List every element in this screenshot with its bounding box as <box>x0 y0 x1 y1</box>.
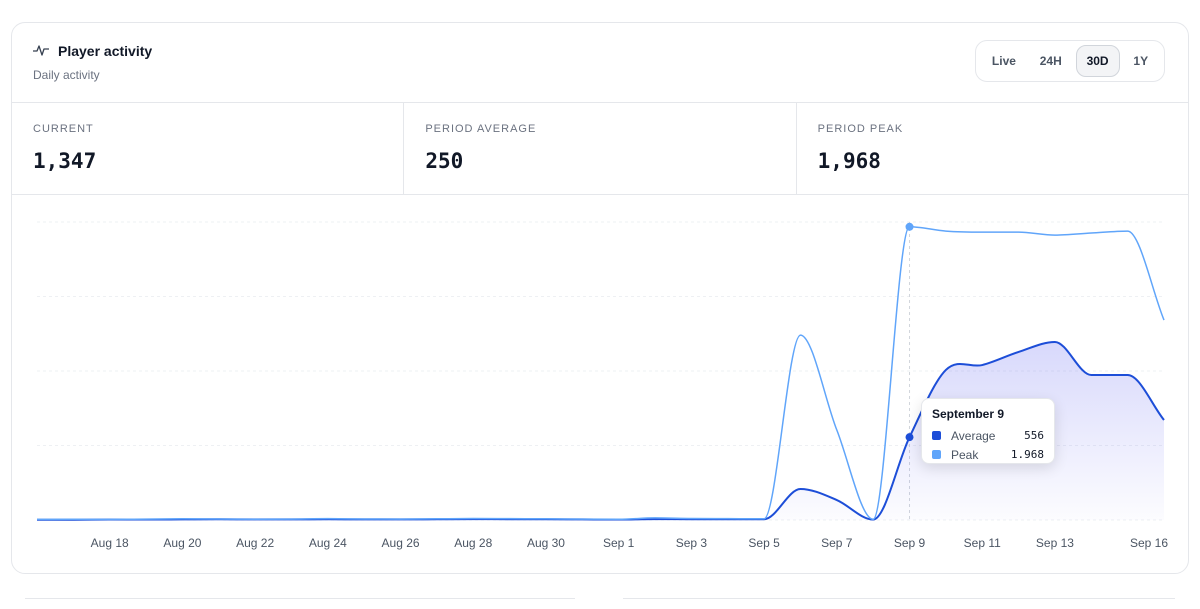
line <box>36 226 1165 521</box>
stat-label: CURRENT <box>33 123 94 135</box>
stat-value: 1,968 <box>817 149 881 173</box>
stat-cell: CURRENT 1,347 <box>12 103 405 194</box>
range-button[interactable]: 30D <box>1075 45 1120 77</box>
x-tick-label: Sep 3 <box>676 536 708 550</box>
tooltip-swatch <box>932 431 941 440</box>
stat-label: PERIOD PEAK <box>817 123 904 135</box>
next-card-edge <box>25 598 575 609</box>
tooltip-title: September 9 <box>932 407 1005 421</box>
card-subtitle: Daily activity <box>33 68 100 82</box>
stat-cell: PERIOD PEAK 1,968 <box>797 103 1188 194</box>
x-tick-label: Aug 30 <box>527 536 565 550</box>
x-tick-label: Aug 22 <box>236 536 274 550</box>
range-selector: Live 24H 30D 1Y <box>975 40 1165 82</box>
x-tick-label: Aug 20 <box>163 536 201 550</box>
x-tick-label: Aug 18 <box>91 536 129 550</box>
range-button[interactable]: 1Y <box>1133 54 1149 68</box>
stat-value: 250 <box>425 149 464 173</box>
x-tick-label: Sep 13 <box>1036 536 1074 550</box>
stat-label: PERIOD AVERAGE <box>425 123 537 135</box>
activity-card: Player activity Daily activity Live 24H 30… <box>11 22 1189 574</box>
tooltip-row: Average 556 <box>932 428 1044 444</box>
tooltip-row: Peak 1.968 <box>932 447 1044 463</box>
x-tick-label: Sep 1 <box>603 536 635 550</box>
tooltip-series-name: Peak <box>951 448 979 462</box>
tooltip: September 9 Average 556 Peak 1.968 <box>921 398 1055 464</box>
x-tick-label: Sep 16 <box>1130 536 1168 550</box>
range-button[interactable]: Live <box>991 54 1016 68</box>
x-tick-label: Aug 28 <box>454 536 492 550</box>
hover-point <box>905 433 914 442</box>
x-tick-label: Aug 24 <box>309 536 347 550</box>
stat-cell: PERIOD AVERAGE 250 <box>404 103 797 194</box>
range-button[interactable]: 24H <box>1039 54 1062 68</box>
x-tick-label: Sep 9 <box>894 536 926 550</box>
card-title: Player activity <box>58 43 153 59</box>
next-card-edge <box>623 598 1175 609</box>
tooltip-swatch <box>932 450 941 459</box>
x-tick-label: Sep 11 <box>964 536 1001 550</box>
x-tick-label: Aug 26 <box>382 536 420 550</box>
x-tick-label: Sep 5 <box>748 536 780 550</box>
tooltip-value: 556 <box>1024 429 1044 442</box>
x-tick-label: Sep 7 <box>821 536 853 550</box>
tooltip-series-name: Average <box>951 429 996 443</box>
hover-point <box>905 222 914 231</box>
stats-row: CURRENT 1,347 PERIOD AVERAGE 250 PERIOD PEAK… <box>12 102 1188 195</box>
stat-value: 1,347 <box>33 149 97 173</box>
tooltip-value: 1.968 <box>1010 448 1044 461</box>
pulse-icon <box>33 45 49 56</box>
